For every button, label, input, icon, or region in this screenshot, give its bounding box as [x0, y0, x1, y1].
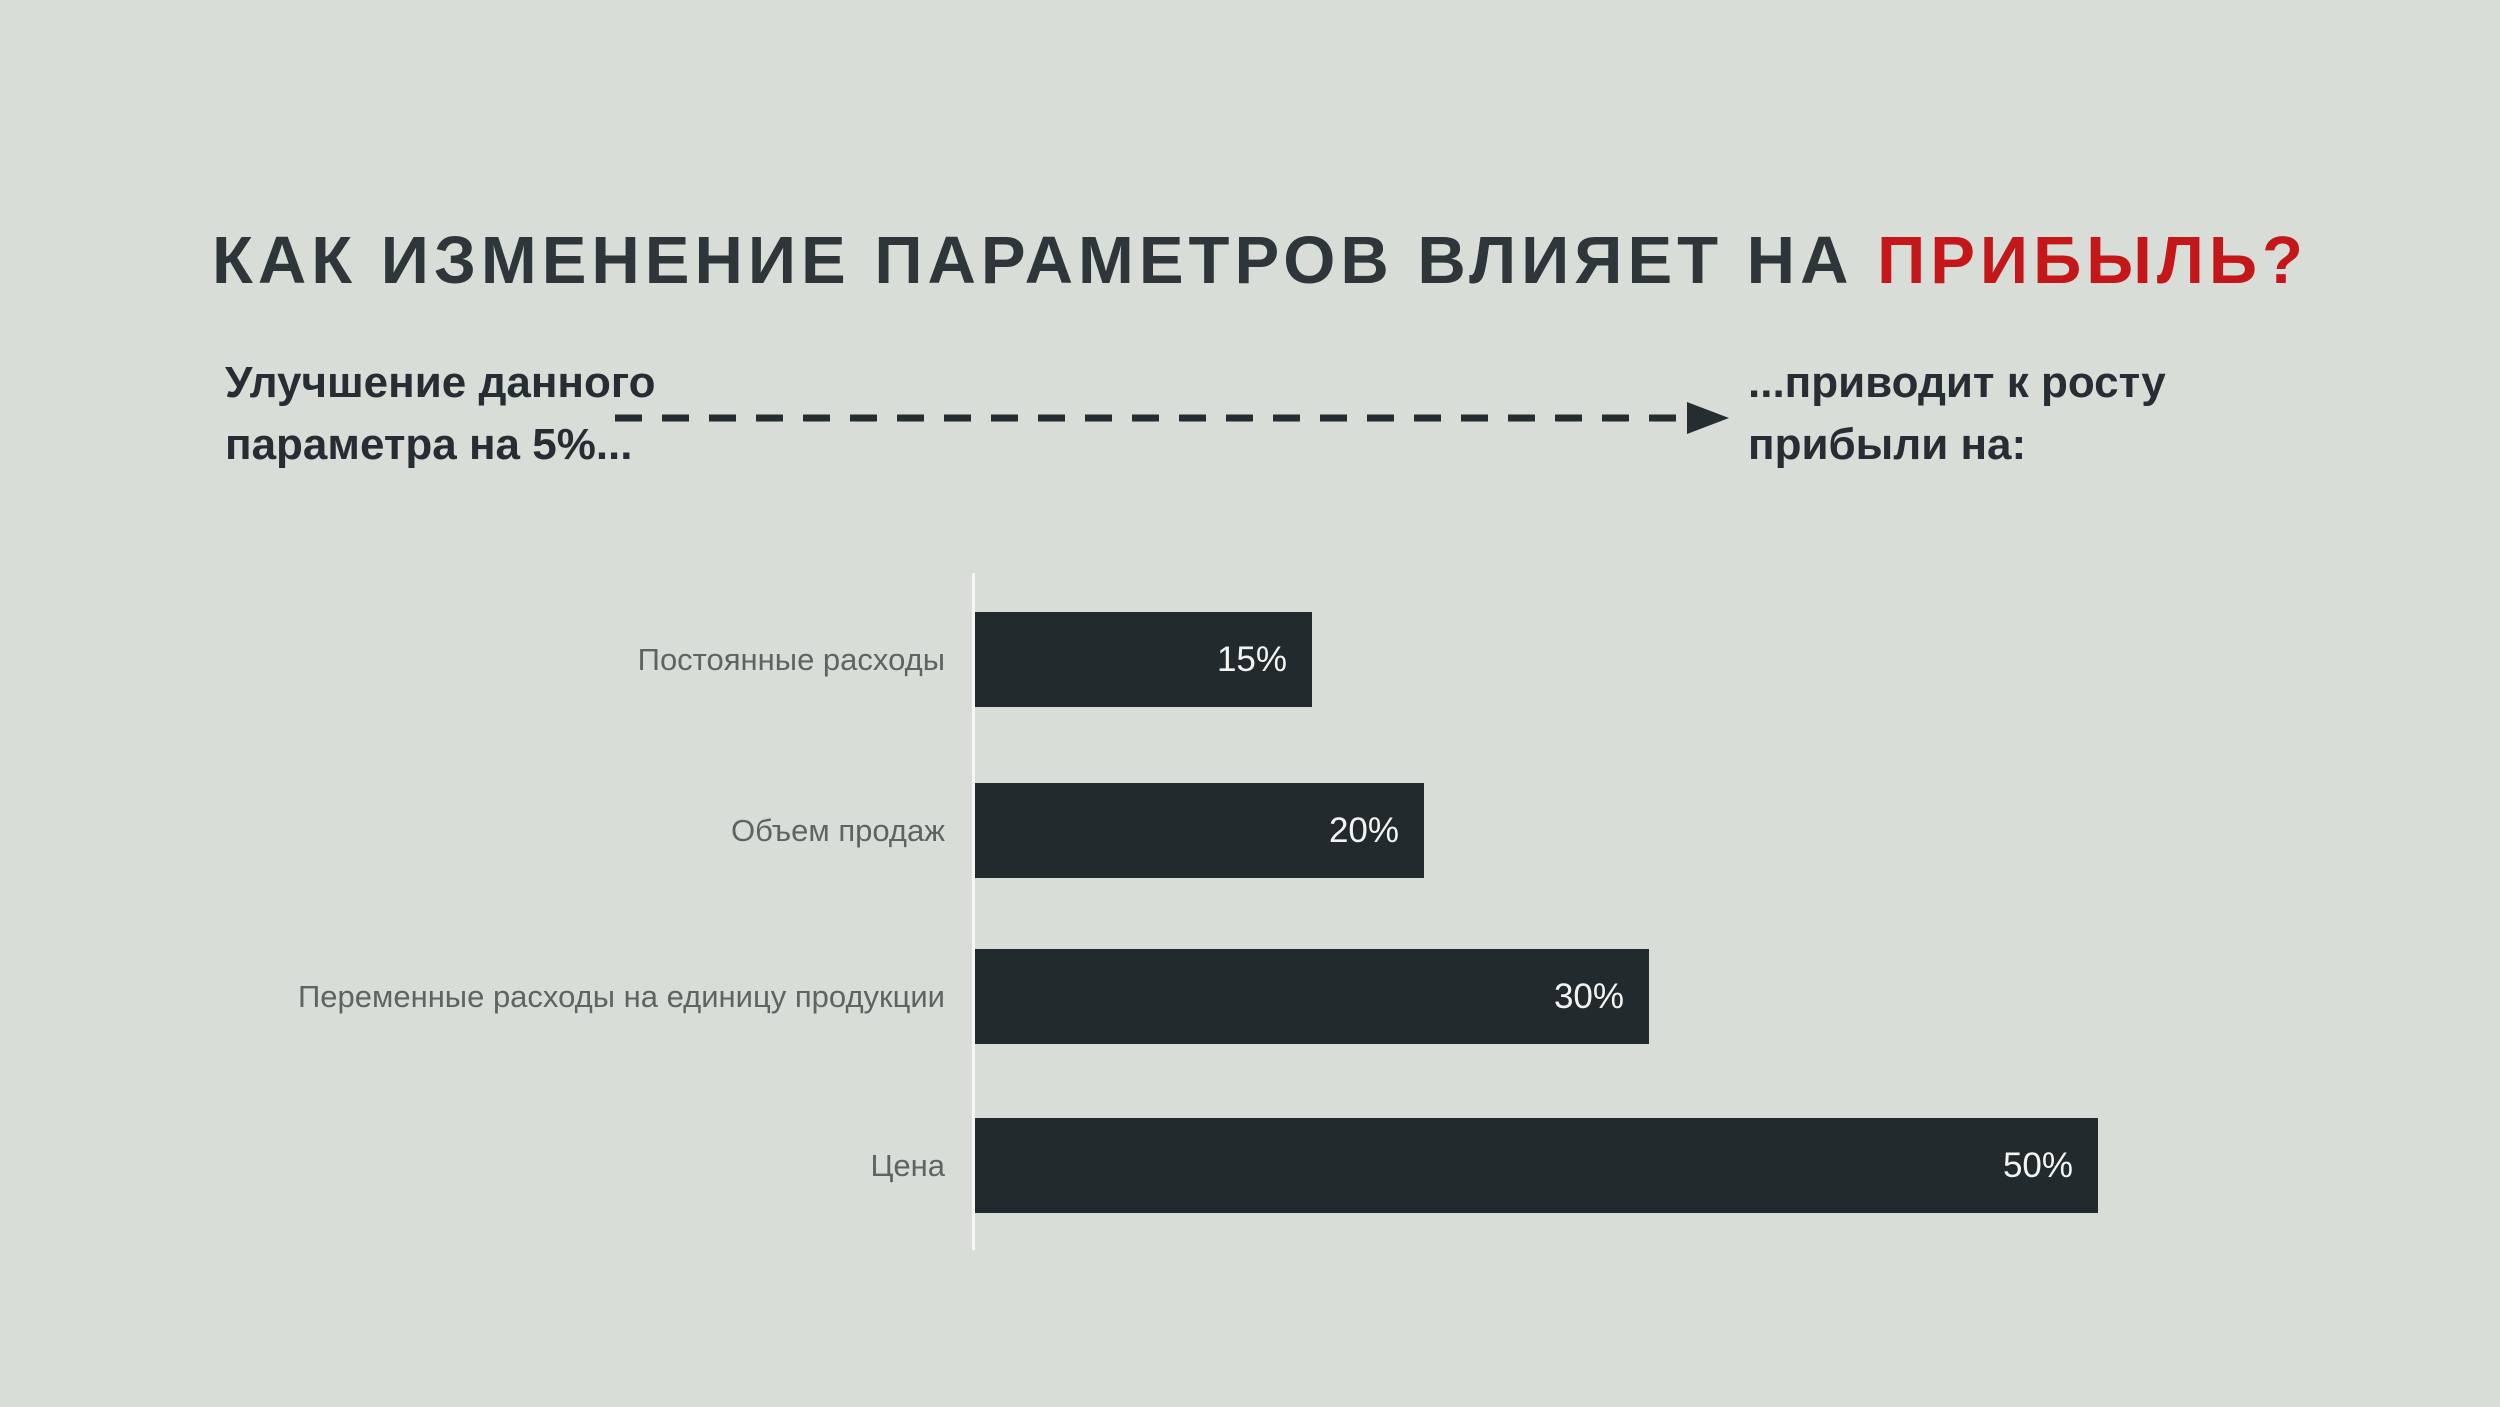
bar-value-label: 20%: [1328, 810, 1399, 850]
dashed-arrow-icon: [615, 402, 1729, 434]
category-label: Объем продаж: [730, 813, 945, 848]
axis-line: [972, 573, 975, 1250]
annotation-right-line1: ...приводит к росту: [1748, 358, 2166, 407]
page-title-accent: ПРИБЫЛЬ?: [1877, 223, 2308, 298]
arrowhead-icon: [1687, 402, 1729, 434]
bar: 30%: [975, 949, 1649, 1044]
annotation-left: Улучшение данного параметра на 5%...: [225, 352, 656, 476]
bar-value-label: 15%: [1216, 639, 1287, 679]
annotation-left-line1: Улучшение данного: [225, 358, 656, 407]
bar-value-label: 50%: [2002, 1145, 2073, 1185]
annotation-right-line2: прибыли на:: [1748, 420, 2027, 469]
bar: 50%: [975, 1118, 2098, 1213]
bar: 20%: [975, 783, 1424, 878]
bar: 15%: [975, 612, 1312, 707]
annotation-right: ...приводит к росту прибыли на:: [1748, 352, 2166, 476]
page-title: КАК ИЗМЕНЕНИЕ ПАРАМЕТРОВ ВЛИЯЕТ НА ПРИБЫ…: [212, 222, 2308, 299]
category-label: Цена: [870, 1148, 945, 1183]
page-title-main: КАК ИЗМЕНЕНИЕ ПАРАМЕТРОВ ВЛИЯЕТ НА: [212, 223, 1878, 298]
annotation-left-line2: параметра на 5%...: [225, 420, 633, 469]
category-label: Переменные расходы на единицу продукции: [298, 979, 945, 1014]
bar-value-label: 30%: [1553, 976, 1624, 1016]
category-label: Постоянные расходы: [637, 642, 945, 677]
